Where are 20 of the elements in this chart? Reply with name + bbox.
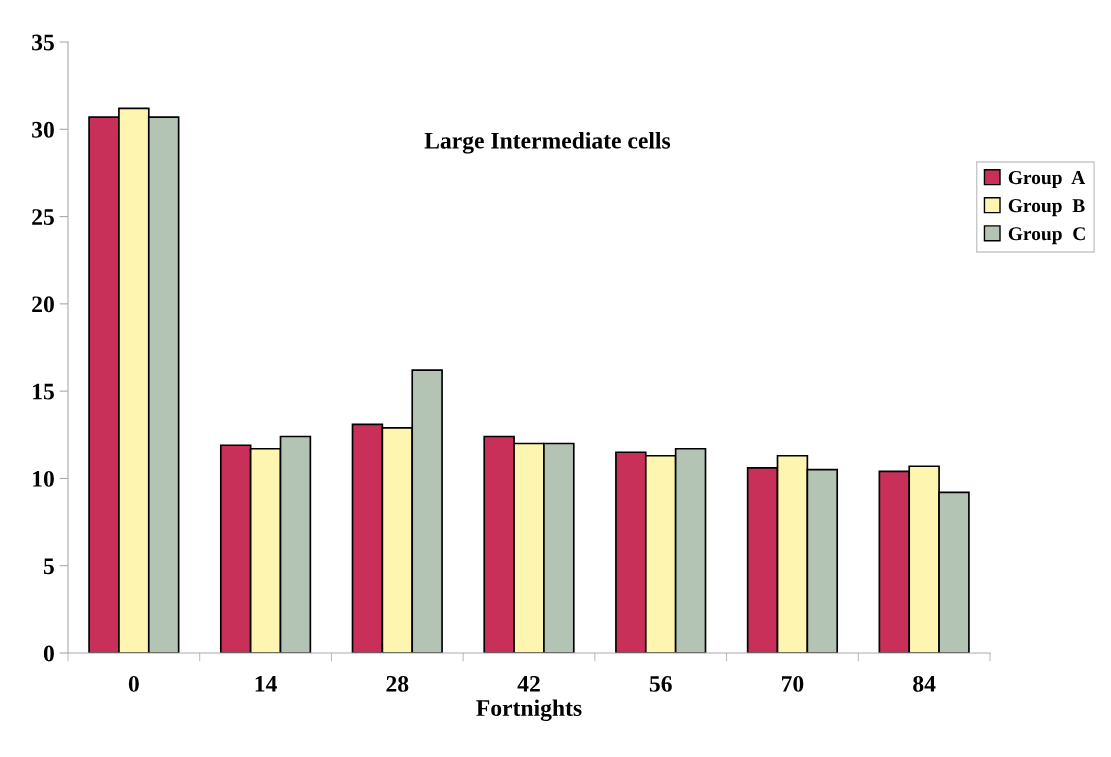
legend-label: Group C: [1008, 227, 1085, 245]
x-tick-label: 42: [517, 675, 540, 692]
y-tick-label: 30: [32, 121, 54, 138]
legend-label: Group A: [1008, 171, 1086, 189]
y-tick-label: 5: [43, 558, 54, 575]
x-tick-label: 70: [781, 675, 804, 692]
x-tick-label: 56: [649, 675, 672, 692]
y-tick-label: 0: [43, 645, 54, 662]
x-tick-label: 0: [128, 675, 139, 692]
x-tick-label: 84: [913, 675, 936, 692]
y-tick-label: 15: [33, 383, 54, 400]
x-axis-title: Fortnights: [476, 699, 582, 722]
x-tick-label: 28: [386, 675, 409, 692]
legend-label: Group B: [1008, 199, 1085, 217]
y-tick-label: 25: [32, 209, 54, 225]
y-tick-label: 10: [33, 470, 54, 487]
text: Large Intermediate cells: [424, 132, 671, 154]
x-tick-label: 14: [255, 676, 277, 692]
y-tick-label: 35: [32, 34, 54, 51]
y-tick-label: 20: [32, 296, 54, 313]
